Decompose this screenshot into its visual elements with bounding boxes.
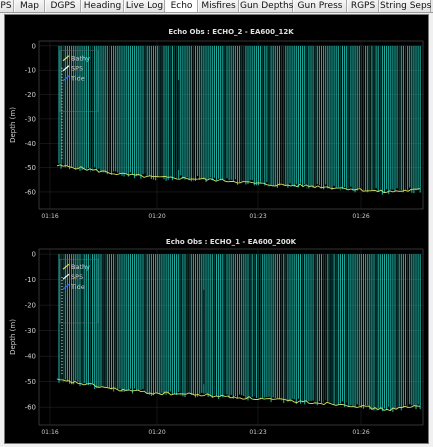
tab-gun-depths[interactable]: Gun Depths (239, 0, 294, 12)
x-tick-label: 01:26 (352, 213, 369, 220)
tab-string-seps[interactable]: String Seps (379, 0, 432, 12)
legend-label-sps: SPS (71, 273, 83, 281)
x-tick-label: 01:20 (148, 213, 165, 220)
bathy-trace (56, 164, 421, 194)
legend-swatch-sps (62, 273, 70, 280)
y-tick-label: -50 (25, 378, 36, 386)
legend: Bathy SPS Tide (59, 50, 99, 112)
y-tick-label: -40 (25, 353, 36, 361)
x-tick-label: 01:20 (148, 429, 165, 436)
tab-dgps[interactable]: DGPS (45, 0, 81, 12)
chart-title: Echo Obs : ECHO_1 - EA600_200K (166, 238, 297, 246)
x-tick-label: 01:23 (249, 213, 266, 220)
legend: Bathy SPS Tide (59, 258, 99, 324)
y-tick-label: -10 (25, 67, 36, 75)
tab-echo[interactable]: Echo (165, 0, 198, 12)
y-tick-label: 0 (32, 251, 36, 259)
x-tick-label: 01:23 (249, 429, 266, 436)
y-tick-label: -30 (25, 115, 36, 123)
tab-bar: PS Map DGPS Heading Live Log Echo Misfires Gun … (0, 0, 433, 13)
legend-swatch-tide (62, 75, 70, 82)
x-tick-label: 01:16 (41, 213, 58, 220)
y-tick-label: -20 (25, 302, 36, 310)
tab-live-log[interactable]: Live Log (124, 0, 165, 12)
x-tick-label: 01:26 (352, 429, 369, 436)
y-tick-label: -50 (25, 164, 36, 172)
echo-panel: Echo Obs : ECHO_2 - EA600_12K 0 -10 -20 -30 -… (4, 14, 429, 444)
x-tick-label: 01:16 (41, 429, 58, 436)
chart-title: Echo Obs : ECHO_2 - EA600_12K (168, 28, 294, 36)
echo-chart-1: Echo Obs : ECHO_2 - EA600_12K 0 -10 -20 -30 -… (9, 28, 424, 220)
echo-chart-2: Echo Obs : ECHO_1 - EA600_200K 0 -10 -20 -30… (9, 238, 424, 436)
echo-charts: Echo Obs : ECHO_2 - EA600_12K 0 -10 -20 -30 -… (9, 28, 424, 436)
y-tick-label: -40 (25, 140, 36, 148)
y-tick-label: -30 (25, 327, 36, 335)
legend-swatch-sps (62, 65, 70, 72)
legend-box (59, 258, 99, 324)
legend-swatch-tide (62, 283, 70, 290)
legend-label-bathy: Bathy (71, 55, 90, 63)
legend-label-sps: SPS (71, 65, 83, 73)
y-tick-label: -60 (25, 404, 36, 412)
bathy-trace (56, 378, 421, 412)
y-tick-label: -10 (25, 276, 36, 284)
legend-box (59, 50, 99, 112)
y-tick-label: 0 (32, 42, 36, 50)
tab-heading[interactable]: Heading (81, 0, 124, 12)
y-axis-label: Depth (m) (9, 319, 17, 355)
tab-ps[interactable]: PS (0, 0, 14, 12)
legend-label-bathy: Bathy (71, 263, 90, 271)
y-axis-label: Depth (m) (9, 107, 17, 143)
tab-gun-press[interactable]: Gun Press (293, 0, 347, 12)
tab-map[interactable]: Map (14, 0, 45, 12)
tab-misfires[interactable]: Misfires (198, 0, 239, 12)
tab-rgps[interactable]: RGPS (347, 0, 379, 12)
legend-label-tide: Tide (70, 283, 85, 291)
legend-label-tide: Tide (70, 75, 85, 83)
legend-swatch-bathy (62, 55, 70, 62)
y-tick-label: -60 (25, 188, 36, 196)
y-tick-label: -20 (25, 91, 36, 99)
legend-swatch-bathy (62, 263, 70, 270)
